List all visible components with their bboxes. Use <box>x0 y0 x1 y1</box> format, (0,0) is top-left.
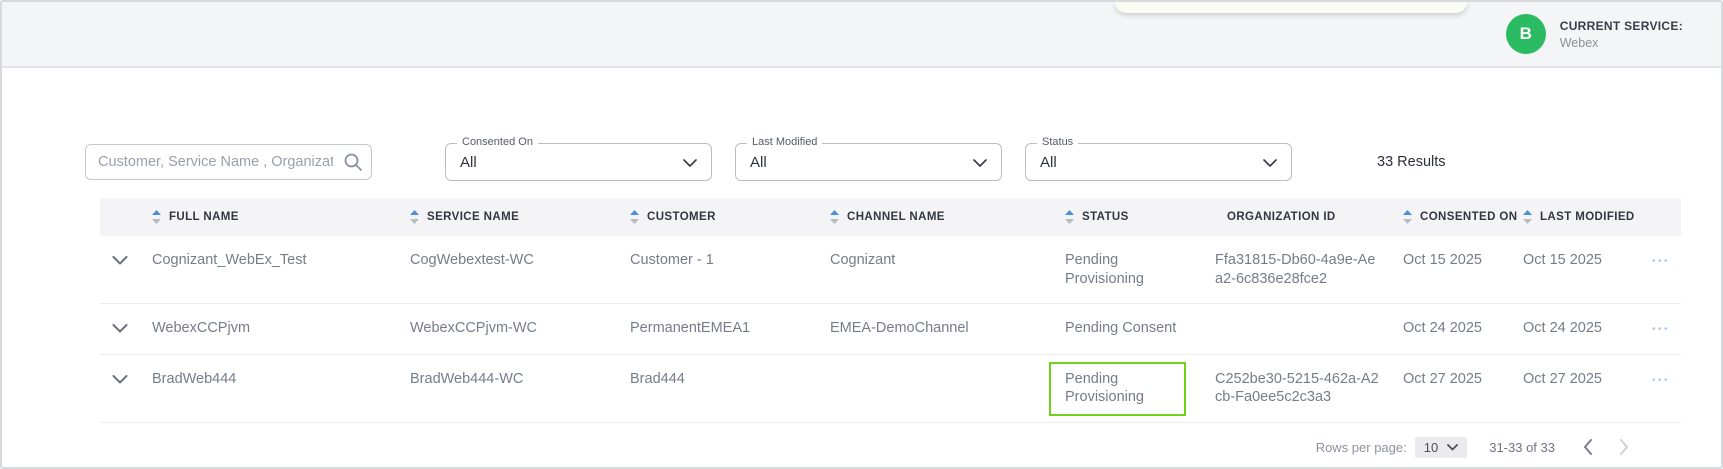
cell-organization-id: C252be30-5215-462a-A2cb-Fa0ee5c2c3a3 <box>1215 370 1379 406</box>
chevron-down-icon <box>683 159 697 167</box>
cell-customer: Customer - 1 <box>630 252 714 268</box>
column-label: STATUS <box>1082 211 1129 223</box>
expand-chevron-icon[interactable] <box>112 256 128 265</box>
sort-icon[interactable] <box>152 210 161 224</box>
expand-chevron-icon[interactable] <box>112 374 128 384</box>
column-header-organization-id: ORGANIZATION ID <box>1207 198 1395 236</box>
cell-consented-on: Oct 27 2025 <box>1403 370 1482 387</box>
table-header-row: FULL NAME SERVICE NAME <box>100 198 1681 236</box>
cell-service-name: WebexCCPjvm-WC <box>410 320 538 337</box>
sort-icon[interactable] <box>1403 210 1412 224</box>
table-body: Cognizant_WebEx_Test CogWebextest-WC Cus… <box>100 236 1681 423</box>
avatar[interactable]: B <box>1505 14 1546 54</box>
results-count: 33 Results <box>1377 154 1446 170</box>
column-header-consented-on[interactable]: CONSENTED ON <box>1395 198 1518 236</box>
cell-full-name: Cognizant_WebEx_Test <box>152 252 307 268</box>
column-label: CUSTOMER <box>647 211 716 223</box>
cell-service-name: CogWebextest-WC <box>410 252 534 268</box>
toast-notification <box>1115 2 1467 13</box>
cell-service-name: BradWeb444-WC <box>410 370 524 387</box>
current-service-text: CURRENT SERVICE: Webex <box>1560 19 1683 50</box>
sort-icon[interactable] <box>1523 210 1532 224</box>
cell-consented-on: Oct 24 2025 <box>1403 320 1482 337</box>
next-page-button[interactable] <box>1619 439 1629 456</box>
search-input[interactable] <box>85 144 372 180</box>
column-header-service-name[interactable]: SERVICE NAME <box>402 198 622 236</box>
cell-organization-id: Ffa31815-Db60-4a9e-Aea2-6c836e28fce2 <box>1215 252 1376 287</box>
status-value: Pending Provisioning <box>1065 252 1144 287</box>
column-header-status[interactable]: STATUS <box>1057 198 1207 236</box>
column-label: SERVICE NAME <box>427 211 520 223</box>
row-actions-menu-icon[interactable]: ••• <box>1651 324 1670 336</box>
expand-chevron-icon[interactable] <box>112 324 128 333</box>
current-service-label: CURRENT SERVICE: <box>1559 18 1683 33</box>
column-label: CHANNEL NAME <box>847 211 945 223</box>
column-label: LAST MODIFIED <box>1540 211 1635 223</box>
services-table: FULL NAME SERVICE NAME <box>100 198 1681 458</box>
filter-status-dropdown[interactable]: Status All <box>1025 136 1292 181</box>
sort-icon[interactable] <box>830 210 839 224</box>
dropdown-label: Last Modified <box>747 136 823 148</box>
cell-customer: Brad444 <box>630 370 685 387</box>
search-box <box>85 144 372 180</box>
cell-channel-name: EMEA-DemoChannel <box>830 320 969 337</box>
column-header-full-name[interactable]: FULL NAME <box>144 198 402 236</box>
current-service-badge: B CURRENT SERVICE: Webex <box>1505 14 1683 54</box>
cell-full-name: WebexCCPjvm <box>152 320 251 337</box>
dropdown-label: Status <box>1037 136 1079 148</box>
cell-last-modified: Oct 15 2025 <box>1523 252 1602 268</box>
rows-per-page-select[interactable]: 10 <box>1414 436 1468 458</box>
main-content: Consented On All Last Modified All Statu… <box>2 136 1721 458</box>
sort-icon[interactable] <box>630 210 639 224</box>
column-header-customer[interactable]: CUSTOMER <box>622 198 822 236</box>
dropdown-value: All <box>750 153 767 171</box>
status-value: Pending Consent <box>1065 320 1177 337</box>
cell-last-modified: Oct 24 2025 <box>1523 320 1602 337</box>
status-value: Pending Provisioning <box>1049 361 1186 416</box>
row-actions-menu-icon[interactable]: ••• <box>1651 256 1670 267</box>
row-actions-menu-icon[interactable]: ••• <box>1651 374 1670 386</box>
chevron-down-icon <box>1447 443 1459 451</box>
cell-customer: PermanentEMEA1 <box>630 320 751 337</box>
filter-row: Consented On All Last Modified All Statu… <box>85 136 1721 181</box>
column-label: FULL NAME <box>169 211 239 223</box>
chevron-down-icon <box>1263 159 1277 167</box>
dropdown-value: All <box>1040 153 1057 171</box>
table-row[interactable]: BradWeb444 BradWeb444-WC Brad444 Pending… <box>100 354 1681 423</box>
dropdown-label: Consented On <box>457 136 538 148</box>
column-header-channel-name[interactable]: CHANNEL NAME <box>822 198 1057 236</box>
filter-consented-on-dropdown[interactable]: Consented On All <box>445 136 712 181</box>
table-row[interactable]: Cognizant_WebEx_Test CogWebextest-WC Cus… <box>100 236 1681 305</box>
rows-per-page-value: 10 <box>1423 439 1439 455</box>
cell-last-modified: Oct 27 2025 <box>1523 370 1602 387</box>
previous-page-button[interactable] <box>1583 439 1593 456</box>
topbar: B CURRENT SERVICE: Webex <box>2 2 1721 68</box>
dropdown-value: All <box>460 153 477 171</box>
column-label: ORGANIZATION ID <box>1227 211 1336 223</box>
column-label: CONSENTED ON <box>1420 211 1518 223</box>
column-header-expand <box>100 198 144 236</box>
sort-icon[interactable] <box>1065 210 1074 224</box>
sort-icon[interactable] <box>410 210 419 224</box>
cell-full-name: BradWeb444 <box>152 370 237 387</box>
chevron-down-icon <box>973 159 987 167</box>
cell-consented-on: Oct 15 2025 <box>1403 252 1482 268</box>
table-row[interactable]: WebexCCPjvm WebexCCPjvm-WC PermanentEMEA… <box>100 303 1681 355</box>
column-header-last-modified[interactable]: LAST MODIFIED <box>1515 198 1637 236</box>
pagination-range: 31-33 of 33 <box>1489 439 1555 455</box>
pagination: Rows per page: 10 31-33 of 33 <box>100 436 1681 458</box>
rows-per-page-label: Rows per page: <box>1315 439 1407 455</box>
cell-channel-name: Cognizant <box>830 252 896 268</box>
search-icon[interactable] <box>343 152 363 172</box>
filter-last-modified-dropdown[interactable]: Last Modified All <box>735 136 1002 181</box>
column-header-actions <box>1637 198 1681 236</box>
current-service-value: Webex <box>1559 35 1599 50</box>
